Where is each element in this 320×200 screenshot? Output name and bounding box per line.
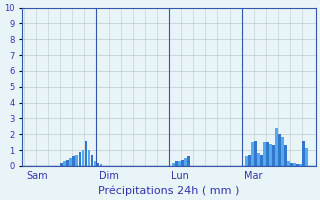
Bar: [263, 142, 266, 166]
Bar: [293, 163, 296, 166]
Bar: [245, 156, 248, 166]
Bar: [172, 163, 175, 166]
Bar: [251, 142, 253, 166]
Bar: [266, 142, 269, 166]
Bar: [281, 137, 284, 166]
Bar: [72, 156, 75, 166]
Text: Lun: Lun: [172, 171, 189, 181]
Bar: [254, 141, 257, 166]
Bar: [184, 158, 187, 166]
Text: Mar: Mar: [244, 171, 263, 181]
Bar: [88, 150, 90, 166]
Bar: [296, 164, 299, 166]
Bar: [178, 161, 181, 166]
Text: Sam: Sam: [26, 171, 48, 181]
Bar: [84, 141, 87, 166]
Bar: [76, 155, 78, 166]
Text: Dim: Dim: [99, 171, 119, 181]
Bar: [100, 164, 102, 166]
Bar: [260, 155, 263, 166]
Bar: [78, 152, 81, 166]
Bar: [290, 163, 293, 166]
Bar: [94, 161, 96, 166]
Bar: [91, 155, 93, 166]
Bar: [302, 141, 305, 166]
Bar: [67, 160, 69, 166]
Bar: [306, 148, 308, 166]
Bar: [175, 161, 178, 166]
Bar: [97, 163, 99, 166]
Bar: [278, 134, 281, 166]
Bar: [257, 153, 260, 166]
Bar: [188, 156, 190, 166]
Bar: [69, 158, 72, 166]
Bar: [82, 150, 84, 166]
Bar: [269, 144, 272, 166]
Bar: [275, 128, 278, 166]
Bar: [60, 163, 63, 166]
Bar: [272, 145, 275, 166]
Bar: [181, 160, 184, 166]
Bar: [284, 145, 287, 166]
Bar: [63, 161, 66, 166]
X-axis label: Précipitations 24h ( mm ): Précipitations 24h ( mm ): [98, 185, 240, 196]
Bar: [287, 161, 290, 166]
Bar: [248, 155, 251, 166]
Bar: [300, 164, 302, 166]
